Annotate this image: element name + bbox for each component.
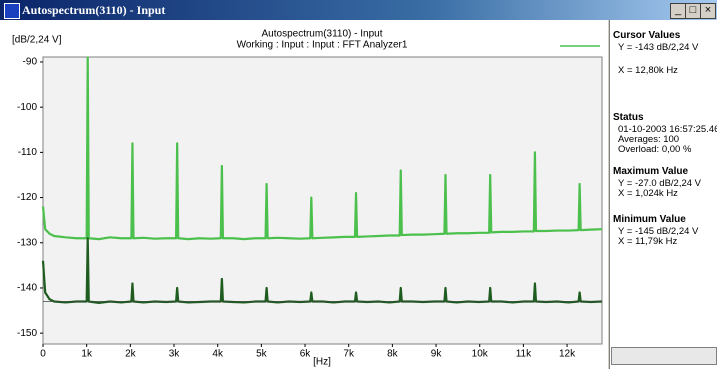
x-tick-label: 10k (472, 349, 489, 360)
minimum-heading: Minimum Value (613, 214, 686, 225)
cursor-heading: Cursor Values (613, 30, 681, 41)
x-tick-label: 7k (343, 349, 355, 360)
y-tick-label: -120 (17, 192, 37, 203)
chart-title: Autospectrum(3110) - Input (262, 29, 383, 40)
x-tick-label: 2k (125, 349, 137, 360)
x-tick-label: 12k (559, 349, 576, 360)
x-tick-label: 3k (169, 349, 181, 360)
status-heading: Status (613, 112, 644, 123)
cursor-y: Y = -143 dB/2,24 V (618, 42, 699, 53)
minimize-button[interactable]: _ (670, 3, 686, 19)
chart-subtitle: Working : Input : Input : FFT Analyzer1 (237, 40, 408, 51)
x-tick-label: 1k (81, 349, 93, 360)
plot-area (42, 56, 603, 345)
window-title: Autospectrum(3110) - Input (22, 3, 166, 17)
x-tick-label: 4k (212, 349, 224, 360)
x-tick-label: 6k (300, 349, 312, 360)
scrollbar[interactable] (611, 347, 717, 365)
minimum-y: Y = -145 dB/2,24 V (618, 226, 699, 237)
x-axis-label: [Hz] (313, 357, 331, 368)
maximum-y: Y = -27.0 dB/2,24 V (618, 178, 702, 189)
status-line: 01-10-2003 16:57:25.464 (618, 124, 717, 135)
x-tick-label: 9k (431, 349, 443, 360)
minimum-x: X = 11,79k Hz (618, 236, 678, 247)
y-tick-label: -100 (17, 102, 37, 113)
side-panel: Cursor Values Y = -143 dB/2,24 V X = 12,… (609, 20, 717, 369)
y-tick-label: -140 (17, 283, 37, 294)
chart: [dB/2,24 V] Autospectrum(3110) - Input W… (0, 20, 608, 369)
maximum-heading: Maximum Value (613, 166, 689, 177)
x-tick-label: 5k (256, 349, 268, 360)
y-tick-label: -130 (17, 237, 37, 248)
title-bar: Autospectrum(3110) - Input _ □ × (0, 0, 717, 20)
x-tick-label: 11k (516, 349, 532, 360)
window-icon (4, 3, 20, 19)
status-line: Averages: 100 (618, 134, 680, 145)
cursor-x: X = 12,80k Hz (618, 65, 678, 76)
x-tick-label: 0 (40, 349, 46, 360)
y-tick-label: -110 (18, 147, 38, 158)
y-tick-label: -150 (17, 328, 37, 339)
spectrum-line (41, 56, 603, 241)
y-tick-label: -90 (23, 57, 38, 68)
status-line: Overload: 0,00 % (618, 144, 692, 155)
y-unit-label: [dB/2,24 V] (12, 35, 62, 46)
maximum-x: X = 1,024k Hz (618, 188, 678, 199)
x-tick-label: 8k (387, 349, 399, 360)
maximize-button[interactable]: □ (685, 3, 701, 19)
close-button[interactable]: × (700, 3, 716, 19)
